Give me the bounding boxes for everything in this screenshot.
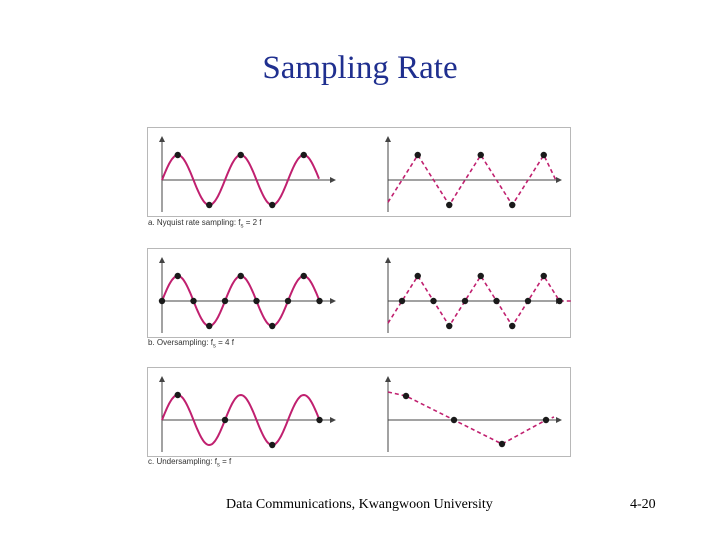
undersampling-right-y-axis-arrow: [385, 376, 391, 382]
nyquist-sampling-diagram: [159, 136, 562, 212]
oversampling-left-y-axis-arrow: [159, 257, 165, 263]
undersampling-right-sample-2: [498, 440, 506, 448]
undersampling-left-sample-2: [269, 441, 276, 449]
nyquist-left-sample-2: [237, 151, 244, 159]
nyquist-right-sample-2: [477, 151, 484, 159]
oversampling-left-sample-4: [221, 297, 229, 305]
nyquist-left-sample-4: [300, 151, 307, 159]
nyquist-right-sample-1: [446, 201, 453, 209]
nyquist-right-sample-3: [509, 201, 516, 209]
oversampling-right-sample-10: [556, 297, 563, 305]
oversampling-left-sample-9: [300, 272, 307, 280]
oversampling-left-sample-3: [206, 322, 213, 330]
oversampling-right-sample-3: [446, 322, 453, 330]
nyquist-caption: a. Nyquist rate sampling: fs = 2 f: [148, 218, 262, 230]
nyquist-left-x-axis-arrow: [330, 177, 336, 183]
oversampling-left-sample-10: [316, 297, 323, 305]
oversampling-right-sample-5: [477, 272, 484, 280]
undersampling-reconstructed-signal: [387, 391, 555, 445]
oversampling-panel: [147, 248, 572, 338]
oversampling-left-x-axis-arrow: [330, 298, 336, 304]
oversampling-right-sample-9: [540, 272, 547, 280]
undersampling-analog-signal: [161, 393, 320, 447]
undersampling-right-x-axis-arrow: [556, 417, 562, 423]
undersampling-panel: [147, 367, 571, 457]
oversampling-right-sample-7: [509, 322, 516, 330]
undersampling-caption: c. Undersampling: fs = f: [148, 457, 232, 469]
nyquist-left-y-axis-arrow: [159, 136, 165, 142]
slide-title: Sampling Rate: [262, 50, 458, 86]
oversampling-left-sample-7: [269, 322, 276, 330]
oversampling-left-sample-8: [284, 297, 292, 305]
undersampling-left-x-axis-arrow: [330, 417, 336, 423]
nyquist-left-sample-0: [174, 151, 181, 159]
oversampling-right-sample-1: [414, 272, 421, 280]
footer-text: Data Communications, Kwangwoon Universit…: [226, 497, 493, 512]
oversampling-left-sample-0: [158, 297, 166, 305]
oversampling-caption: b. Oversampling: fs = 4 f: [148, 338, 234, 350]
undersampling-left-sample-1: [221, 416, 229, 424]
undersampling-right-sample-0: [402, 392, 410, 400]
undersampling-diagram: [159, 376, 562, 452]
oversampling-right-y-axis-arrow: [385, 257, 391, 263]
oversampling-right-sample-4: [461, 297, 469, 305]
nyquist-left-sample-1: [206, 201, 213, 209]
nyquist-right-sample-4: [540, 151, 547, 159]
undersampling-left-y-axis-arrow: [159, 376, 165, 382]
undersampling-right-sample-3: [542, 416, 550, 424]
nyquist-right-x-axis-arrow: [556, 177, 562, 183]
undersampling-left-sample-3: [316, 416, 323, 424]
oversampling-left-sample-2: [190, 297, 197, 305]
oversampling-diagram: [158, 257, 572, 333]
undersampling-left-sample-0: [174, 391, 181, 399]
oversampling-left-sample-1: [174, 272, 181, 280]
oversampling-left-sample-5: [237, 272, 244, 280]
oversampling-right-sample-6: [493, 297, 500, 305]
page-number: 4-20: [630, 497, 656, 512]
oversampling-right-sample-8: [524, 297, 532, 305]
nyquist-right-y-axis-arrow: [385, 136, 391, 142]
undersampling-right-sample-1: [450, 416, 458, 424]
nyquist-left-sample-3: [269, 201, 276, 209]
nyquist-right-sample-0: [414, 151, 421, 159]
nyquist-sampling-panel: [147, 127, 571, 217]
oversampling-left-sample-6: [253, 297, 260, 305]
oversampling-right-sample-2: [430, 297, 437, 305]
oversampling-right-sample-0: [398, 297, 406, 305]
